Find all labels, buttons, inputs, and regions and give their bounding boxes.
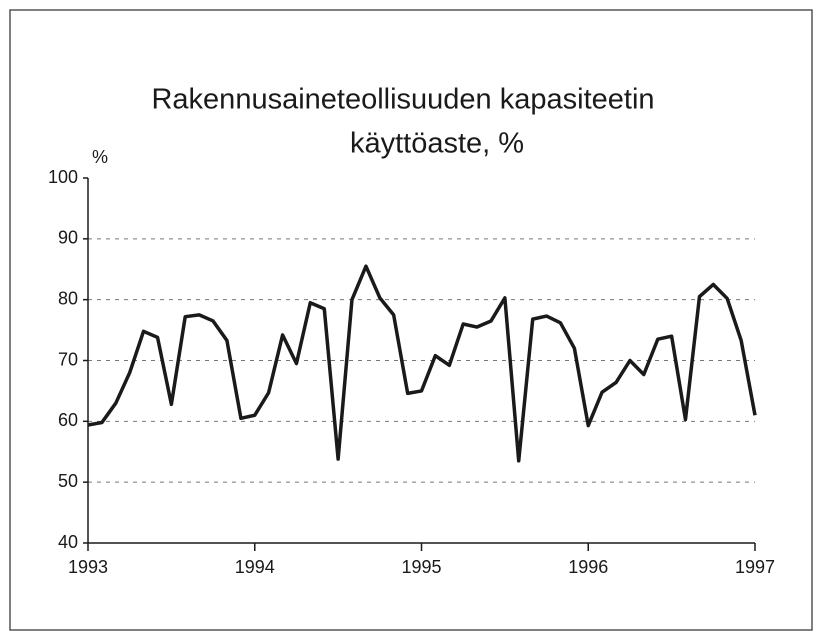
x-tick-label: 1995 — [401, 557, 441, 577]
y-tick-label: 100 — [48, 167, 78, 187]
y-tick-label: 90 — [58, 228, 78, 248]
data-line — [87, 264, 757, 463]
chart-title: käyttöaste, % — [350, 128, 524, 160]
y-tick-label: 60 — [58, 410, 78, 430]
x-tick-label: 1994 — [235, 557, 275, 577]
frame — [9, 9, 813, 631]
y-axis-label: % — [92, 147, 108, 167]
x-tick-label: 1993 — [68, 557, 108, 577]
y-tick-label: 80 — [58, 288, 78, 308]
y-tick-label: 50 — [58, 471, 78, 491]
x-tick-label: 1997 — [735, 557, 775, 577]
chart-title: Rakennusaineteollisuuden kapasiteetin — [151, 84, 654, 116]
y-tick-label: 70 — [58, 349, 78, 369]
x-tick-label: 1996 — [568, 557, 608, 577]
y-tick-label: 40 — [58, 532, 78, 552]
